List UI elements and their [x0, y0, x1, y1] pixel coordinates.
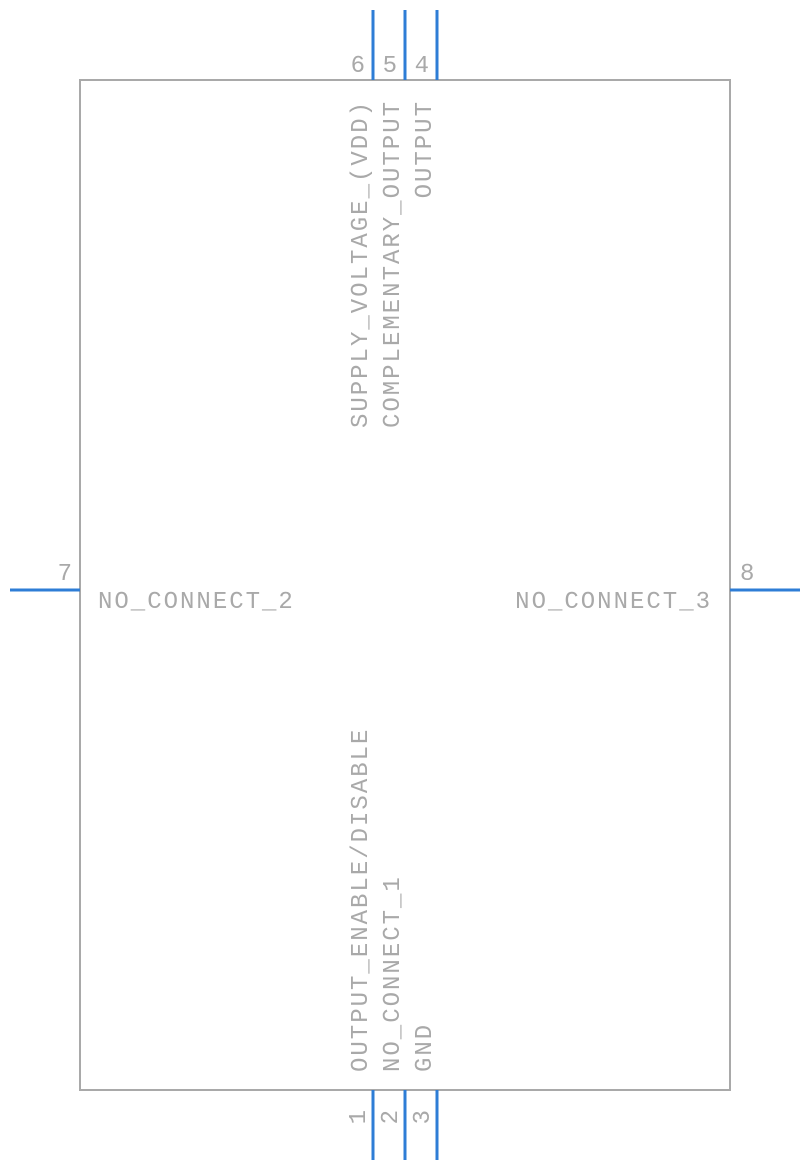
pin-number-8: 8: [740, 561, 754, 588]
schematic-diagram: 6 SUPPLY_VOLTAGE_(VDD) 5 COMPLEMENTARY_OUTP…: [0, 0, 808, 1168]
pin-label-3: GND: [412, 1023, 439, 1072]
pin-number-2: 2: [378, 1110, 405, 1124]
pin-label-1: OUTPUT_ENABLE/DISABLE: [348, 728, 375, 1072]
pin-label-5: COMPLEMENTARY_OUTPUT: [380, 100, 407, 428]
pin-label-4: OUTPUT: [412, 100, 439, 198]
pin-number-5: 5: [383, 53, 397, 80]
pin-label-6: SUPPLY_VOLTAGE_(VDD): [348, 100, 375, 428]
pin-number-6: 6: [351, 53, 365, 80]
pin-label-7: NO_CONNECT_2: [98, 589, 295, 616]
pin-number-3: 3: [410, 1110, 437, 1124]
pin-number-1: 1: [346, 1110, 373, 1124]
pin-label-2: NO_CONNECT_1: [380, 875, 407, 1072]
pin-label-8: NO_CONNECT_3: [515, 589, 712, 616]
pin-number-7: 7: [58, 561, 72, 588]
pin-number-4: 4: [415, 53, 429, 80]
